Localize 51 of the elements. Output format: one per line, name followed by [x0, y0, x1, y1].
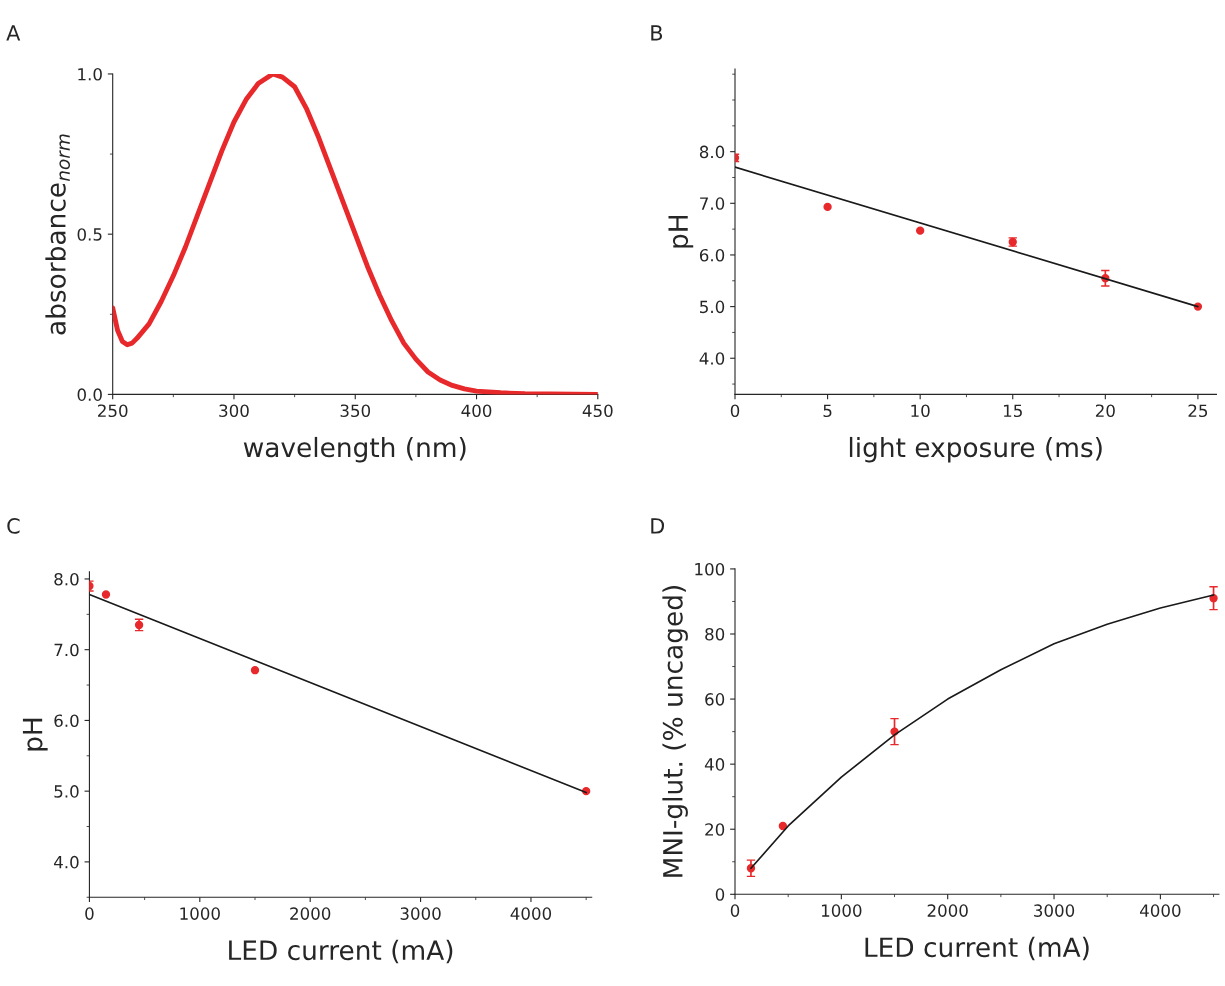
y-axis-title: pH: [668, 216, 694, 248]
x-tick-label: 400: [461, 404, 492, 418]
y-tick-label: 0.0: [77, 388, 102, 401]
y-tick-label: 0: [715, 888, 725, 901]
y-tick-label: 7.0: [54, 643, 79, 657]
x-tick-label: 2000: [290, 907, 331, 920]
x-tick-label: 250: [98, 404, 128, 418]
y-tick-label: 8.0: [54, 572, 79, 586]
y-tick-label: 60: [705, 693, 725, 706]
text: D: [651, 518, 665, 534]
x-tick-label: 4000: [510, 907, 552, 920]
text: A: [6, 25, 21, 41]
x-tick-label: 2000: [927, 904, 968, 917]
x-tick-label: 0: [730, 904, 740, 917]
x-axis-title: LED current (mA): [865, 936, 1089, 961]
x-axis-title: wavelength (nm): [243, 436, 466, 463]
y-tick-label: 5.0: [700, 300, 725, 314]
y-tick-label: 40: [704, 758, 725, 771]
y-tick-label: 5.0: [54, 785, 79, 798]
x-tick-label: 1000: [180, 907, 220, 920]
x-tick-label: 3000: [400, 907, 441, 920]
x-tick-label: 20: [1095, 404, 1115, 418]
text: B: [651, 25, 663, 41]
y-axis-title: pH: [22, 718, 48, 751]
x-tick-label: 1000: [821, 904, 862, 917]
y-tick-label: 20: [705, 823, 725, 836]
y-axis-title: MNI-glut. (% uncaged): [662, 586, 688, 877]
x-tick-label: 0: [730, 404, 740, 418]
y-tick-label: 6.0: [699, 248, 725, 262]
x-tick-label: 4000: [1139, 904, 1181, 917]
y-tick-label: 4.0: [54, 855, 79, 869]
y-tick-label: 100: [695, 562, 725, 576]
x-tick-label: 300: [219, 404, 249, 418]
y-tick-label: 7.0: [700, 197, 725, 210]
x-tick-label: 25: [1188, 404, 1208, 418]
x-axis-title: light exposure (ms): [849, 436, 1102, 463]
y-tick-label: 0.5: [77, 228, 102, 241]
y-tick-label: 80: [705, 627, 725, 641]
y-tick-label: 8.0: [699, 145, 725, 159]
y-tick-label: 4.0: [699, 352, 725, 365]
y-axis-title: absorbance$_{norm}$: [45, 134, 71, 335]
x-tick-label: 3000: [1034, 904, 1075, 917]
x-tick-label: 5: [823, 404, 832, 418]
y-tick-label: 1.0: [78, 67, 102, 81]
y-tick-label: 6.0: [54, 714, 79, 727]
x-tick-label: 10: [911, 404, 930, 418]
text: C: [7, 518, 20, 534]
x-tick-label: 350: [340, 404, 371, 418]
x-tick-label: 15: [1003, 404, 1022, 418]
x-axis-title: LED current (mA): [229, 939, 453, 964]
x-tick-label: 450: [582, 404, 613, 418]
